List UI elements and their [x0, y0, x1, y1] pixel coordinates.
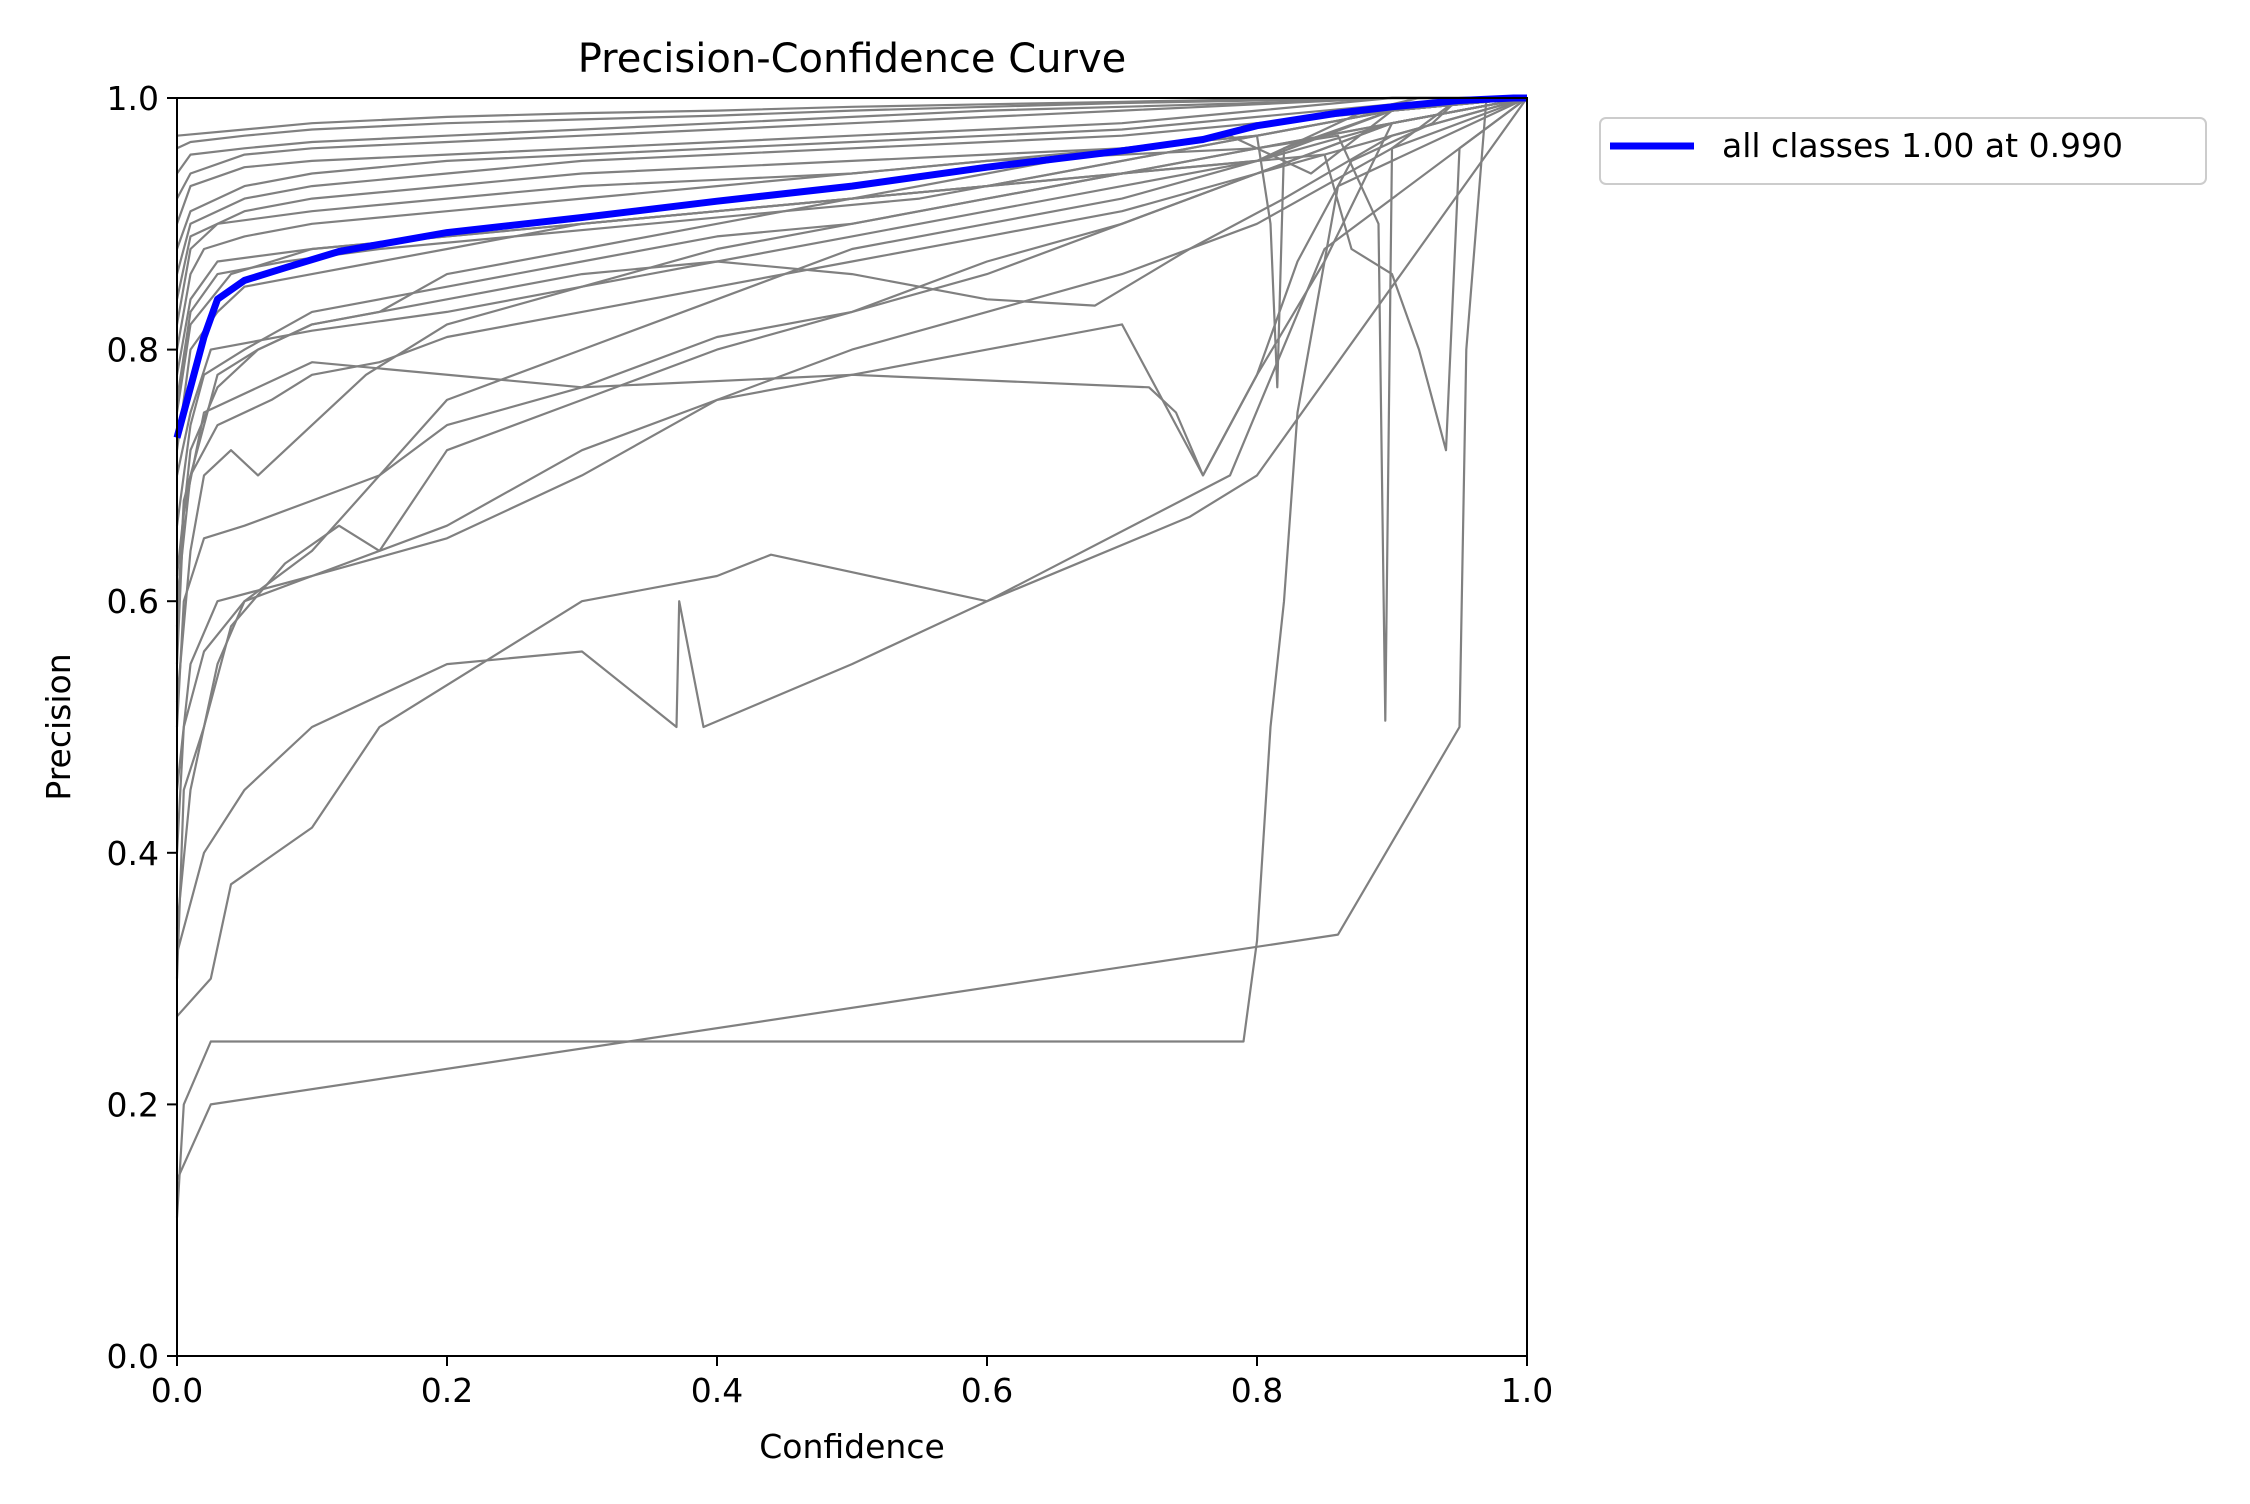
- y-axis: 0.0 0.2 0.4 0.6 0.8 1.0: [107, 79, 177, 1376]
- y-tick-label: 0.4: [107, 834, 159, 873]
- class-curve-29: [175, 96, 1528, 526]
- class-curve-30: [175, 96, 1527, 401]
- legend: all classes 1.00 at 0.990: [1599, 117, 2207, 185]
- x-tick-label: 0.4: [691, 1371, 743, 1410]
- y-tick-label: 0.6: [107, 582, 159, 621]
- class-curve-25: [175, 96, 1528, 853]
- class-curve-23: [176, 96, 1527, 150]
- x-tick-label: 0.6: [961, 1371, 1013, 1410]
- class-curve-5: [175, 96, 1528, 929]
- class-curve-20: [175, 96, 1527, 225]
- class-curve-4: [175, 97, 1528, 954]
- y-axis-label: Precision: [39, 653, 78, 800]
- y-tick-label: 0.8: [107, 331, 159, 370]
- x-tick-label: 1.0: [1501, 1371, 1553, 1410]
- y-tick-label: 0.0: [107, 1337, 159, 1376]
- class-curve-17: [175, 96, 1528, 300]
- class-curve-22: [176, 96, 1527, 175]
- plot-frame: [176, 97, 1528, 1357]
- class-curve-8: [175, 96, 1527, 665]
- legend-label-all-classes: all classes 1.00 at 0.990: [1722, 126, 2123, 165]
- y-tick-label: 0.2: [107, 1085, 159, 1124]
- class-curve-19: [175, 96, 1528, 250]
- x-axis: 0.0 0.2 0.4 0.6 0.8 1.0: [151, 1356, 1553, 1410]
- x-tick-label: 0.2: [421, 1371, 473, 1410]
- class-curve-16: [175, 96, 1527, 722]
- class-curve-1: [175, 97, 1528, 1218]
- class-curve-6: [175, 96, 1528, 791]
- x-axis-label: Confidence: [759, 1427, 945, 1466]
- class-curve-24: [176, 96, 1527, 137]
- legend-box: [1599, 117, 2207, 185]
- x-tick-label: 0.0: [151, 1371, 203, 1410]
- x-tick-label: 0.8: [1231, 1371, 1283, 1410]
- class-curve-26: [175, 96, 1528, 979]
- class-curve-21: [176, 96, 1527, 200]
- all-classes-curve: [173, 94, 1527, 439]
- class-curve-10: [175, 96, 1528, 577]
- class-curve-3: [176, 97, 1528, 1018]
- class-curve-9: [175, 96, 1528, 602]
- y-tick-label: 1.0: [107, 79, 159, 118]
- summary-curve: [173, 94, 1527, 439]
- class-curves: [175, 96, 1528, 1218]
- chart-title: Precision-Confidence Curve: [578, 36, 1127, 82]
- class-curve-14: [175, 97, 1528, 452]
